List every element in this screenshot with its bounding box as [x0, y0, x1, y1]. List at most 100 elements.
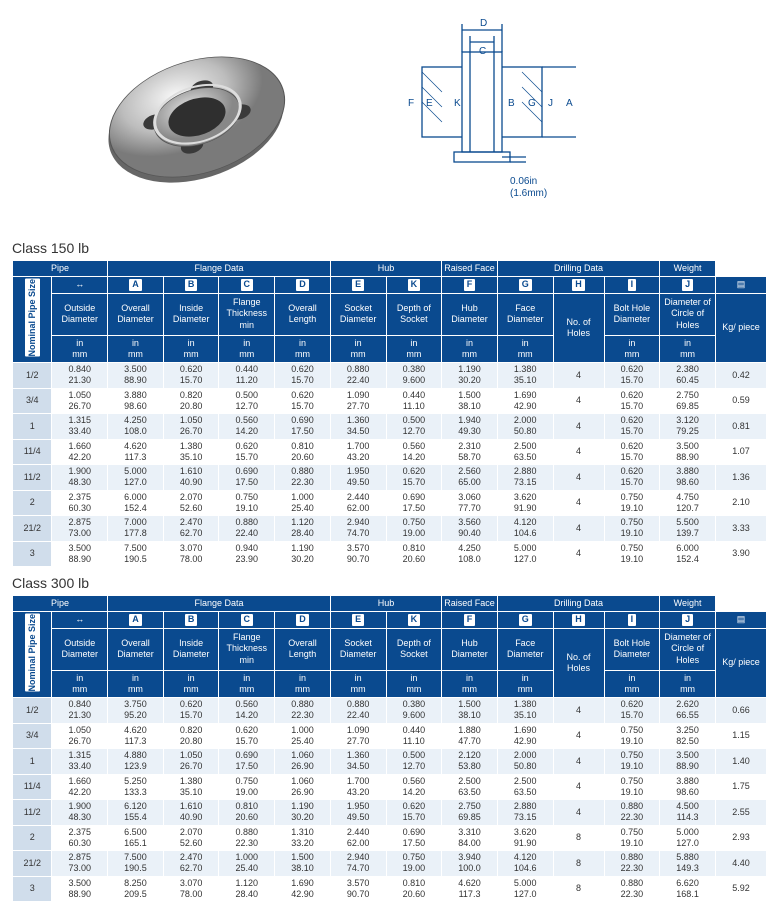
cell-size: 21/2	[13, 516, 52, 542]
cell-fd: 2.00050.80	[497, 749, 553, 775]
cell-id: 0.82020.80	[163, 388, 219, 414]
cell-ft: 0.50012.70	[219, 388, 275, 414]
cell-od: 1.31533.40	[52, 749, 108, 775]
cell-dc: 2.75069.85	[660, 388, 716, 414]
cell-id: 1.05026.70	[163, 414, 219, 440]
cell-sd: 1.36034.50	[330, 749, 386, 775]
cell-od: 3.50088.90	[52, 876, 108, 902]
cell-fd: 1.69042.90	[497, 723, 553, 749]
cell-dc: 3.25082.50	[660, 723, 716, 749]
cell-sd: 1.95049.50	[330, 800, 386, 826]
group-raised-face: Raised Face	[442, 596, 498, 612]
table-row: 2 2.37560.306.500165.12.07052.600.88022.…	[13, 825, 767, 851]
cell-dc: 5.880149.3	[660, 851, 716, 877]
col-letter-C: C	[219, 612, 275, 628]
class-150-title: Class 150 lb	[12, 240, 767, 256]
cell-id: 1.61040.90	[163, 465, 219, 491]
cell-bh: 0.62015.70	[604, 465, 660, 491]
cell-id: 0.82020.80	[163, 723, 219, 749]
cell-nh: 4	[553, 541, 604, 567]
cell-id: 2.47062.70	[163, 851, 219, 877]
cell-nh: 8	[553, 851, 604, 877]
group-drilling: Drilling Data	[497, 596, 659, 612]
cell-bh: 0.88022.30	[604, 851, 660, 877]
cell-sd: 0.88022.40	[330, 363, 386, 389]
cell-ft: 0.62015.70	[219, 439, 275, 465]
cell-od: 1.05026.70	[52, 723, 108, 749]
cell-ol: 1.06026.90	[275, 749, 331, 775]
table-row: 11/2 1.90048.306.120155.41.61040.900.810…	[13, 800, 767, 826]
cell-id: 1.38035.10	[163, 774, 219, 800]
cell-fd: 5.000127.0	[497, 876, 553, 902]
cell-sd: 2.44062.00	[330, 825, 386, 851]
cell-ol: 1.06026.90	[275, 774, 331, 800]
group-raised-face: Raised Face	[442, 261, 498, 277]
cell-sd: 0.88022.40	[330, 698, 386, 724]
table-row: 3/4 1.05026.704.620117.30.82020.800.6201…	[13, 723, 767, 749]
cell-ol: 1.19030.20	[275, 541, 331, 567]
cell-ds: 0.81020.60	[386, 541, 442, 567]
cell-hd: 1.50038.10	[442, 698, 498, 724]
cell-hd: 2.12053.80	[442, 749, 498, 775]
col-sd: Socket Diameter	[330, 293, 386, 335]
cell-id: 0.62015.70	[163, 363, 219, 389]
col-letter-B: B	[163, 612, 219, 628]
col-kg: Kg/ piece	[715, 293, 766, 363]
col-od: Outside Diameter	[52, 628, 108, 670]
svg-text:0.06in: 0.06in	[510, 176, 537, 187]
col-ds: Depth of Socket	[386, 293, 442, 335]
cell-ft: 1.12028.40	[219, 876, 275, 902]
col-ds: Depth of Socket	[386, 628, 442, 670]
table-row: 11/2 1.90048.305.000127.01.61040.900.690…	[13, 465, 767, 491]
class-150-table: Pipe Flange Data Hub Raised Face Drillin…	[12, 260, 767, 567]
cell-kg: 1.75	[715, 774, 766, 800]
cell-hd: 1.94049.30	[442, 414, 498, 440]
cell-ds: 0.69017.50	[386, 490, 442, 516]
group-pipe: Pipe	[13, 596, 108, 612]
cell-fd: 1.38035.10	[497, 698, 553, 724]
cell-ft: 0.69017.50	[219, 465, 275, 491]
cell-ol: 1.12028.40	[275, 516, 331, 542]
cell-ol: 0.62015.70	[275, 388, 331, 414]
col-hd: Hub Diameter	[442, 293, 498, 335]
cell-ds: 0.69017.50	[386, 825, 442, 851]
cell-bh: 0.88022.30	[604, 876, 660, 902]
table-row: 21/2 2.87573.007.000177.82.47062.700.880…	[13, 516, 767, 542]
cell-oa: 4.620117.3	[108, 723, 164, 749]
svg-text:E: E	[426, 98, 433, 109]
col-letter-G: G	[497, 277, 553, 293]
cell-oa: 5.250133.3	[108, 774, 164, 800]
cell-ol: 1.19030.20	[275, 800, 331, 826]
cell-kg: 0.66	[715, 698, 766, 724]
cell-hd: 1.50038.10	[442, 388, 498, 414]
cell-nh: 4	[553, 749, 604, 775]
cell-hd: 4.620117.3	[442, 876, 498, 902]
cell-sd: 1.95049.50	[330, 465, 386, 491]
cell-fd: 2.88073.15	[497, 800, 553, 826]
cell-size: 21/2	[13, 851, 52, 877]
col-oa: Overall Diameter	[108, 293, 164, 335]
cell-fd: 5.000127.0	[497, 541, 553, 567]
cell-dc: 3.50088.90	[660, 749, 716, 775]
col-od: Outside Diameter	[52, 293, 108, 335]
cell-dc: 2.38060.45	[660, 363, 716, 389]
cell-dc: 2.62066.55	[660, 698, 716, 724]
cell-nh: 4	[553, 388, 604, 414]
cell-ft: 0.81020.60	[219, 800, 275, 826]
cell-oa: 4.250108.0	[108, 414, 164, 440]
col-nh: No. of Holes	[553, 293, 604, 363]
cell-bh: 0.62015.70	[604, 439, 660, 465]
table-row: 3 3.50088.908.250209.53.07078.001.12028.…	[13, 876, 767, 902]
cell-nh: 4	[553, 363, 604, 389]
cell-dc: 4.750120.7	[660, 490, 716, 516]
cell-sd: 3.57090.70	[330, 876, 386, 902]
cell-bh: 0.62015.70	[604, 388, 660, 414]
cell-id: 2.07052.60	[163, 825, 219, 851]
cell-ds: 0.3809.600	[386, 363, 442, 389]
col-ft: Flange Thickness min	[219, 293, 275, 335]
table-row: 1/2 0.84021.303.50088.900.62015.700.4401…	[13, 363, 767, 389]
cell-ft: 0.88022.30	[219, 825, 275, 851]
cell-kg: 3.90	[715, 541, 766, 567]
cell-oa: 4.620117.3	[108, 439, 164, 465]
cell-ft: 0.44011.20	[219, 363, 275, 389]
